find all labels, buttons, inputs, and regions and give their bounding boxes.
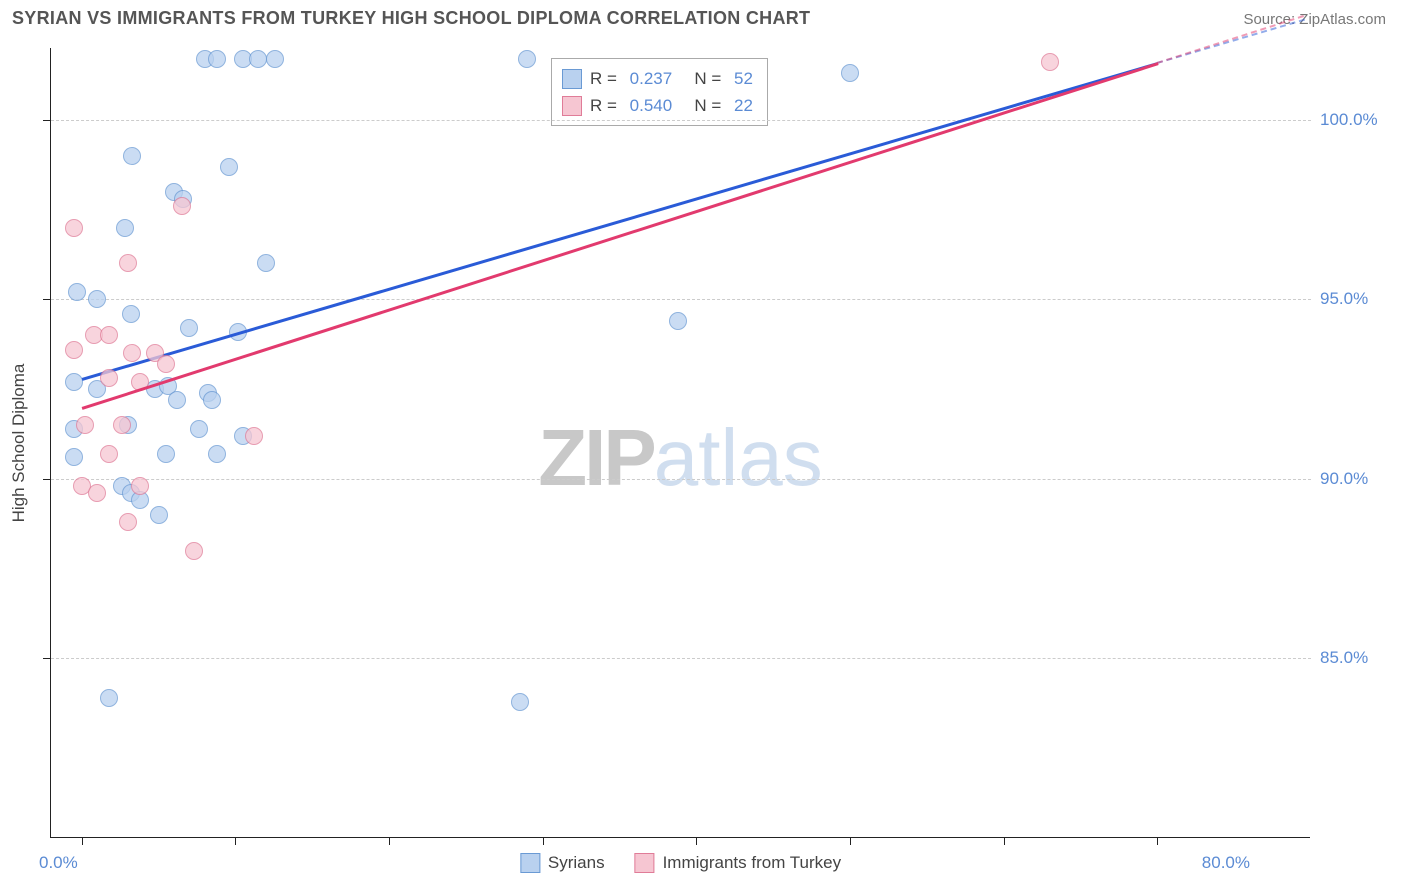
plot-area: ZIPatlas R = 0.237 N = 52 R = 0.540 N = … bbox=[50, 48, 1310, 838]
data-point-turkey bbox=[65, 219, 83, 237]
data-point-syrians bbox=[65, 448, 83, 466]
data-point-syrians bbox=[511, 693, 529, 711]
gridline bbox=[51, 120, 1311, 121]
data-point-turkey bbox=[76, 416, 94, 434]
data-point-syrians bbox=[88, 290, 106, 308]
data-point-turkey bbox=[119, 513, 137, 531]
data-point-turkey bbox=[245, 427, 263, 445]
data-point-syrians bbox=[65, 373, 83, 391]
legend-series: Syrians Immigrants from Turkey bbox=[520, 853, 841, 873]
source-attribution: Source: ZipAtlas.com bbox=[1243, 11, 1386, 28]
data-point-syrians bbox=[168, 391, 186, 409]
legend-item-turkey: Immigrants from Turkey bbox=[635, 853, 842, 873]
legend-r-value: 0.540 bbox=[630, 92, 673, 119]
data-point-syrians bbox=[669, 312, 687, 330]
data-point-syrians bbox=[180, 319, 198, 337]
legend-r-label: R = bbox=[590, 92, 622, 119]
data-point-syrians bbox=[208, 50, 226, 68]
legend-row-turkey: R = 0.540 N = 22 bbox=[562, 92, 753, 119]
swatch-syrians bbox=[562, 69, 582, 89]
data-point-turkey bbox=[100, 369, 118, 387]
data-point-syrians bbox=[257, 254, 275, 272]
legend-row-syrians: R = 0.237 N = 52 bbox=[562, 65, 753, 92]
data-point-turkey bbox=[157, 355, 175, 373]
x-tick-mark bbox=[235, 837, 236, 845]
data-point-turkey bbox=[173, 197, 191, 215]
x-tick-mark bbox=[1004, 837, 1005, 845]
data-point-turkey bbox=[88, 484, 106, 502]
y-tick-label: 90.0% bbox=[1320, 469, 1368, 489]
data-point-turkey bbox=[65, 341, 83, 359]
swatch-turkey bbox=[562, 96, 582, 116]
swatch-syrians-icon bbox=[520, 853, 540, 873]
data-point-syrians bbox=[68, 283, 86, 301]
data-point-syrians bbox=[249, 50, 267, 68]
data-point-turkey bbox=[123, 344, 141, 362]
chart-title: SYRIAN VS IMMIGRANTS FROM TURKEY HIGH SC… bbox=[12, 8, 810, 29]
legend-n-label: N = bbox=[680, 65, 726, 92]
data-point-syrians bbox=[518, 50, 536, 68]
data-point-syrians bbox=[190, 420, 208, 438]
y-tick-mark bbox=[43, 299, 51, 300]
data-point-turkey bbox=[100, 326, 118, 344]
data-point-syrians bbox=[150, 506, 168, 524]
data-point-turkey bbox=[1041, 53, 1059, 71]
watermark: ZIPatlas bbox=[538, 412, 822, 504]
y-tick-label: 85.0% bbox=[1320, 648, 1368, 668]
data-point-syrians bbox=[208, 445, 226, 463]
y-tick-mark bbox=[43, 658, 51, 659]
data-point-turkey bbox=[185, 542, 203, 560]
legend-r-value: 0.237 bbox=[630, 65, 673, 92]
x-tick-mark bbox=[543, 837, 544, 845]
legend-label: Syrians bbox=[548, 853, 605, 873]
data-point-syrians bbox=[203, 391, 221, 409]
data-point-turkey bbox=[100, 445, 118, 463]
data-point-turkey bbox=[113, 416, 131, 434]
legend-n-label: N = bbox=[680, 92, 726, 119]
data-point-syrians bbox=[116, 219, 134, 237]
y-tick-mark bbox=[43, 479, 51, 480]
data-point-syrians bbox=[841, 64, 859, 82]
data-point-turkey bbox=[131, 477, 149, 495]
data-point-syrians bbox=[220, 158, 238, 176]
x-tick-mark bbox=[389, 837, 390, 845]
watermark-atlas: atlas bbox=[654, 413, 823, 502]
data-point-syrians bbox=[266, 50, 284, 68]
x-axis-max-label: 80.0% bbox=[1202, 853, 1250, 873]
chart-container: ZIPatlas R = 0.237 N = 52 R = 0.540 N = … bbox=[50, 48, 1396, 838]
legend-n-value: 52 bbox=[734, 65, 753, 92]
y-axis-title: High School Diploma bbox=[9, 363, 29, 522]
gridline bbox=[51, 299, 1311, 300]
data-point-turkey bbox=[119, 254, 137, 272]
legend-label: Immigrants from Turkey bbox=[663, 853, 842, 873]
x-tick-mark bbox=[1157, 837, 1158, 845]
y-tick-label: 100.0% bbox=[1320, 110, 1378, 130]
x-tick-mark bbox=[696, 837, 697, 845]
gridline bbox=[51, 658, 1311, 659]
swatch-turkey-icon bbox=[635, 853, 655, 873]
x-tick-mark bbox=[82, 837, 83, 845]
data-point-syrians bbox=[123, 147, 141, 165]
x-axis-min-label: 0.0% bbox=[39, 853, 78, 873]
data-point-syrians bbox=[100, 689, 118, 707]
data-point-syrians bbox=[122, 305, 140, 323]
legend-n-value: 22 bbox=[734, 92, 753, 119]
y-tick-mark bbox=[43, 120, 51, 121]
legend-correlation: R = 0.237 N = 52 R = 0.540 N = 22 bbox=[551, 58, 768, 126]
data-point-syrians bbox=[157, 445, 175, 463]
watermark-zip: ZIP bbox=[538, 413, 653, 502]
gridline bbox=[51, 479, 1311, 480]
y-tick-label: 95.0% bbox=[1320, 289, 1368, 309]
legend-r-label: R = bbox=[590, 65, 622, 92]
x-tick-mark bbox=[850, 837, 851, 845]
legend-item-syrians: Syrians bbox=[520, 853, 605, 873]
